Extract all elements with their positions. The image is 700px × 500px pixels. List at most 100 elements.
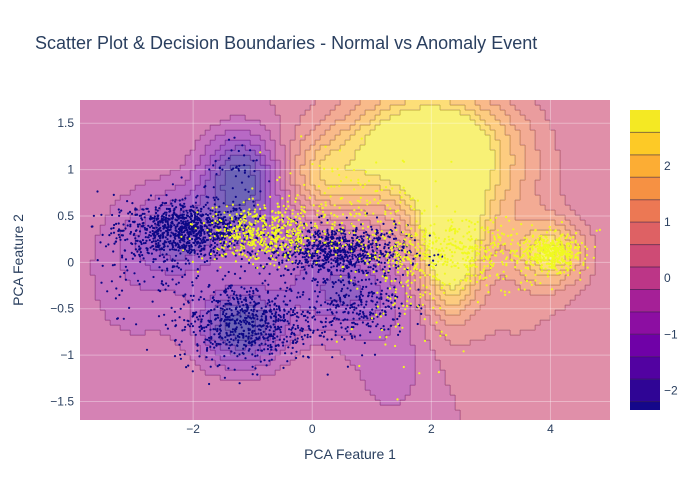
scatter-point [188,244,191,247]
scatter-point [470,238,473,241]
scatter-point [229,236,232,239]
scatter-point [534,273,537,276]
scatter-point [460,242,464,245]
scatter-point [155,226,158,229]
scatter-point [232,240,235,243]
scatter-point [324,247,327,251]
scatter-point [157,234,160,238]
x-tick-label: 2 [428,422,435,436]
scatter-point [329,303,332,306]
scatter-point [423,242,426,246]
scatter-point [434,262,437,266]
scatter-point [500,224,503,227]
scatter-point [188,325,191,328]
scatter-point [251,324,254,327]
scatter-point [223,235,226,238]
colorbar-band [630,177,660,200]
scatter-point [251,373,254,376]
scatter-point [276,236,279,239]
scatter-point [307,256,310,259]
scatter-point [305,248,309,251]
scatter-point [468,252,471,255]
scatter-point [276,251,279,254]
scatter-point [188,239,191,242]
scatter-point [457,266,460,270]
scatter-point [341,248,344,251]
scatter-point [409,270,412,273]
scatter-point [203,326,206,329]
colorbar-band [630,356,660,380]
scatter-point [285,265,288,268]
scatter-point [299,249,302,252]
scatter-point [419,293,422,296]
scatter-point [355,212,358,215]
scatter-point [352,321,355,324]
scatter-point [252,255,255,258]
scatter-point [197,318,200,321]
scatter-point [134,237,137,240]
scatter-point [357,304,360,307]
scatter-point [313,225,316,228]
colorbar-band [630,132,660,155]
scatter-point [196,349,199,352]
scatter-point [168,218,171,221]
scatter-point [352,302,355,305]
scatter-point [417,288,420,291]
scatter-point [375,233,378,236]
scatter-point [238,207,241,210]
scatter-point [265,251,268,254]
scatter-point [375,247,379,250]
scatter-point [374,240,377,243]
scatter-point [461,219,464,222]
scatter-point [247,190,250,193]
scatter-point [203,329,206,333]
scatter-point [575,232,578,235]
scatter-point [272,340,275,343]
scatter-point [299,295,302,298]
scatter-point [234,218,237,221]
scatter-point [394,244,397,248]
scatter-point [429,265,432,268]
scatter-point [319,320,322,323]
scatter-point [375,313,378,316]
scatter-point [308,230,311,234]
scatter-point [322,216,325,219]
scatter-point [391,255,394,258]
scatter-point [509,251,512,254]
scatter-point [264,317,268,320]
scatter-point [239,208,242,212]
scatter-point [149,194,153,197]
scatter-point [156,214,159,217]
scatter-point [151,229,154,233]
scatter-point [248,208,251,211]
scatter-point [357,178,360,181]
scatter-point [383,233,386,236]
scatter-point [244,298,247,301]
scatter-point [391,217,394,220]
scatter-point [470,221,473,224]
scatter-point [270,254,273,257]
scatter-point [188,230,192,233]
scatter-point [331,312,334,315]
scatter-point [536,245,539,248]
scatter-point [314,318,317,321]
scatter-point [392,303,395,307]
scatter-point [316,226,319,229]
scatter-point [196,344,199,347]
scatter-point [495,274,498,277]
scatter-point [428,242,431,245]
scatter-point [294,215,297,218]
scatter-point [284,211,287,214]
scatter-point [330,262,333,265]
scatter-point [276,335,279,338]
scatter-point [436,273,439,276]
scatter-point [425,256,428,259]
scatter-point [459,248,462,251]
scatter-point [577,258,580,261]
scatter-point [186,230,189,233]
scatter-point [191,325,194,328]
scatter-point [256,240,260,244]
scatter-point [454,230,457,233]
scatter-point [295,319,298,322]
scatter-point [229,302,232,305]
